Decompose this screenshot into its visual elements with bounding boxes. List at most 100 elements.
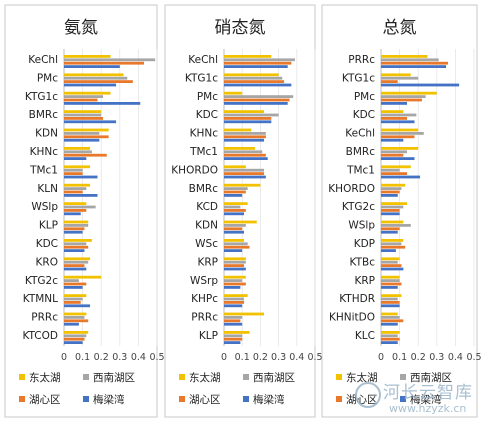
legend-swatch — [336, 396, 342, 402]
bar — [381, 264, 402, 267]
x-tick-label: 0.5 — [307, 352, 322, 363]
bar — [381, 312, 398, 316]
bar — [224, 95, 294, 98]
x-tick-label: 0.4 — [131, 352, 146, 363]
bar — [224, 282, 246, 286]
x-tick-label: 0.5 — [466, 352, 481, 363]
category-label: PRRc — [191, 312, 218, 324]
bar — [381, 316, 400, 319]
watermark-url: www.hzyzk.cn — [389, 402, 467, 415]
bar — [64, 319, 89, 323]
bar — [64, 187, 87, 190]
category-label: KHNc — [190, 128, 219, 140]
bar — [224, 286, 241, 289]
legend-swatch — [179, 396, 185, 402]
bar — [224, 157, 268, 160]
legend-entry: 西南湖区 — [93, 371, 135, 384]
bar — [381, 257, 400, 261]
bar — [64, 102, 141, 105]
x-tick-label: 0.5 — [149, 352, 164, 363]
bar — [224, 257, 246, 261]
bar — [64, 138, 100, 142]
bar — [224, 319, 241, 323]
bar — [224, 242, 248, 246]
bar — [64, 322, 79, 326]
bar — [224, 205, 241, 209]
category-label: KeChl — [28, 54, 58, 66]
bar — [64, 264, 85, 267]
category-label: KTG1c — [342, 72, 375, 84]
bar — [224, 331, 250, 334]
bar — [64, 120, 117, 124]
category-label: WSc — [195, 238, 218, 250]
category-label: KDN — [195, 220, 218, 232]
bar — [224, 132, 266, 135]
bar — [224, 220, 257, 224]
bar — [64, 227, 85, 231]
bar — [224, 117, 272, 120]
x-tick-label: 0.3 — [112, 352, 127, 363]
category-label: KDC — [353, 109, 375, 121]
bar — [224, 61, 292, 65]
bar — [64, 165, 91, 169]
category-label: WSlp — [348, 220, 375, 232]
bar — [381, 153, 404, 157]
category-label: TMc1 — [346, 164, 375, 176]
bar — [224, 150, 263, 154]
bar — [64, 147, 91, 150]
bar — [381, 242, 402, 246]
bar — [224, 202, 248, 205]
category-label: KTBc — [350, 256, 376, 268]
bar — [224, 165, 246, 169]
bar — [381, 138, 404, 142]
bar — [381, 304, 400, 308]
bar — [381, 113, 417, 117]
bar — [381, 220, 404, 224]
bar — [381, 61, 448, 65]
category-label: BMRc — [189, 183, 219, 195]
bar — [381, 319, 404, 323]
bar — [224, 183, 261, 187]
legend-entry: 东太湖 — [346, 371, 378, 384]
bar — [64, 132, 100, 135]
bar — [64, 113, 102, 117]
category-label: PMc — [197, 91, 218, 103]
bar — [224, 337, 243, 341]
bar — [381, 187, 402, 190]
bar — [64, 260, 89, 264]
category-label: KTG2c — [25, 275, 58, 287]
bar — [381, 168, 400, 172]
bar — [381, 147, 419, 150]
category-label: KDN — [35, 128, 58, 140]
bar — [381, 227, 400, 231]
x-tick-label: 0 — [221, 352, 227, 363]
bar — [224, 55, 272, 58]
category-label: KTMNL — [23, 293, 58, 305]
bar — [381, 334, 398, 338]
bar — [64, 61, 144, 65]
bar — [64, 80, 133, 83]
bar — [381, 110, 404, 113]
bar — [381, 205, 404, 209]
bar — [381, 202, 408, 205]
bar — [224, 83, 292, 87]
bar — [224, 227, 243, 231]
bar — [64, 55, 111, 58]
x-tick-label: 0.3 — [429, 352, 444, 363]
x-tick-label: 0.2 — [253, 352, 268, 363]
bar — [224, 76, 283, 80]
bar — [224, 297, 245, 301]
legend-swatch — [83, 374, 89, 380]
bar — [64, 294, 87, 297]
bar — [64, 128, 109, 132]
bar — [64, 301, 81, 304]
bar — [381, 95, 426, 98]
bar — [224, 190, 246, 194]
bar — [381, 83, 460, 87]
bar — [381, 279, 400, 282]
bar — [64, 110, 102, 113]
bar — [224, 135, 266, 139]
bar — [224, 212, 245, 216]
